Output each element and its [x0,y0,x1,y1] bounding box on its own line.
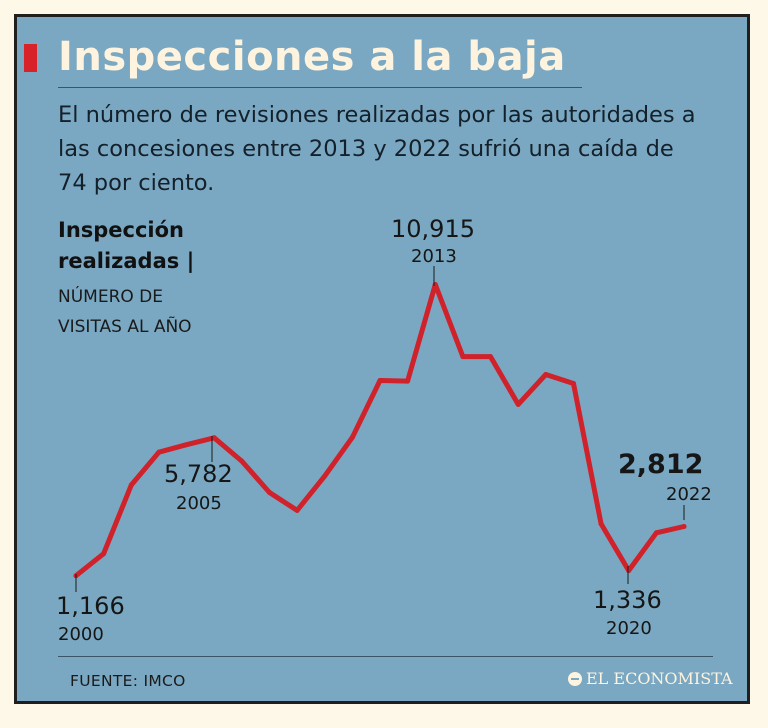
footer-divider [58,656,713,657]
data-point-2022 [681,524,687,529]
data-label-2005-year: 2005 [176,493,222,514]
y-axis-unit-line2: VISITAS AL AÑO [58,315,192,337]
data-label-2022-year: 2022 [666,484,712,505]
data-point-2017 [543,372,549,377]
data-label-2013-year: 2013 [411,246,457,267]
title-marker [24,44,37,72]
data-point-2012 [405,378,411,384]
data-point-2008 [294,507,300,513]
data-point-2015 [488,354,493,360]
data-label-2020-value: 1,336 [593,586,662,614]
data-point-2009 [322,473,328,479]
data-label-2000-value: 1,166 [56,592,125,620]
data-point-2016 [515,401,521,407]
y-axis-title-line1: Inspección [58,218,184,242]
data-point-2014 [460,354,466,360]
data-label-2000-year: 2000 [58,624,104,645]
source-note: FUENTE: IMCO [70,672,186,690]
data-point-2021 [653,530,659,536]
y-axis-title-line2: realizadas | [58,249,194,274]
chart-subtitle: El número de revisiones realizadas por l… [58,102,696,196]
title-divider [58,87,582,88]
data-point-2002 [128,482,134,488]
chart-panel [14,14,750,704]
data-label-2005-value: 5,782 [164,460,233,488]
data-point-2003 [156,449,162,455]
data-point-2011 [377,378,383,383]
data-point-2006 [239,458,245,464]
data-point-2001 [101,551,107,557]
data-label-2020-year: 2020 [606,618,652,639]
brand-name: EL ECONOMISTA [586,669,733,688]
y-axis-unit-line1: NÚMERO DE [58,285,163,307]
chart-title: Inspecciones a la baja [58,34,566,80]
data-point-2018 [571,381,576,386]
data-point-2019 [598,521,604,527]
data-point-2004 [184,442,189,448]
brand-logo: EL ECONOMISTA [568,669,733,688]
data-point-2020 [626,568,632,574]
data-label-2022-value: 2,812 [618,449,703,480]
data-label-2013-value: 10,915 [391,215,475,243]
data-point-2010 [349,434,355,440]
newspaper-logo-icon [568,671,582,686]
data-point-2007 [267,490,272,495]
data-point-2005 [211,435,217,441]
